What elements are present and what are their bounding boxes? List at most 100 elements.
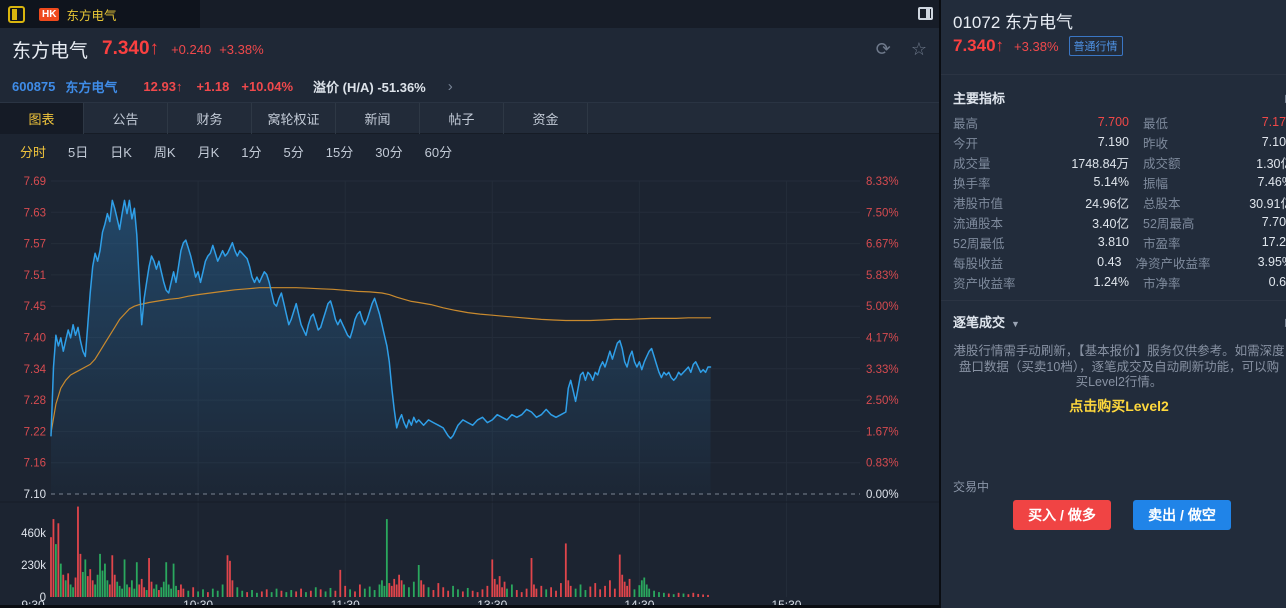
ticks-section-title[interactable]: 逐笔成交▼ [953,312,1020,331]
main-tab-4[interactable]: 窝轮权证 [252,103,336,134]
volume-bar [643,578,645,597]
period-tab-9[interactable]: 30分 [375,142,402,161]
period-tab-3[interactable]: 日K [110,142,132,161]
ticks-title-label: 逐笔成交 [953,315,1005,330]
volume-bar [614,589,616,597]
period-tab-4[interactable]: 周K [154,142,176,161]
volume-bar [178,590,180,597]
volume-bar [217,591,219,597]
premium-ha-label: 溢价 (H/A) -51.36% [313,77,426,96]
panel-stock-title: 01072 东方电气 [953,8,1073,33]
volume-bar [442,587,444,597]
indicator-row: 每股收益0.43净资产收益率3.95% [953,252,1286,272]
volume-bar [133,589,135,597]
volume-bar [153,589,155,597]
a-share-quote-row[interactable]: 600875 东方电气 12.93↑ +1.18 +10.04% 溢价 (H/A… [0,70,941,103]
main-tab-2[interactable]: 公告 [84,103,168,134]
main-tab-5[interactable]: 新闻 [336,103,420,134]
volume-bar [540,586,542,597]
indicator-label: 昨收 [1143,133,1203,152]
price-axis-label: 7.57 [24,239,46,251]
volume-bar [67,573,69,597]
buy-level2-link[interactable]: 点击购买Level2 [953,396,1285,416]
a-share-code[interactable]: 600875 [12,79,55,94]
volume-bar [491,559,493,597]
main-tab-3[interactable]: 财务 [168,103,252,134]
volume-bar [229,561,231,597]
main-tab-6[interactable]: 帖子 [420,103,504,134]
sell-short-button[interactable]: 卖出 / 做空 [1133,500,1231,530]
volume-bar [621,575,623,597]
period-tab-5[interactable]: 月K [198,142,220,161]
stock-tab[interactable]: HK 东方电气 [0,0,200,28]
intraday-chart[interactable]: 7.698.33%7.637.50%7.576.67%7.515.83%7.45… [0,168,941,608]
volume-bar [653,591,655,597]
volume-bar [251,590,253,597]
volume-bar [482,589,484,597]
buy-long-button[interactable]: 买入 / 做多 [1013,500,1111,530]
hk-market-badge: HK [39,8,59,21]
volume-bar [462,591,464,597]
price-axis-label: 7.34 [24,364,47,376]
volume-bar [111,555,113,597]
volume-bar [99,554,101,597]
volume-bar [158,590,160,597]
indicators-grid: 最高7.700最低7.170今开7.190昨收7.100成交量1748.84万成… [953,112,1286,292]
indicator-row: 今开7.190昨收7.100 [953,132,1286,152]
volume-bar [102,571,104,597]
volume-bar [222,584,224,597]
indicator-label: 总股本 [1143,193,1203,212]
volume-bar [136,562,138,597]
period-tab-2[interactable]: 5日 [68,142,88,161]
volume-bar [89,569,91,597]
volume-bar [629,579,631,597]
volume-bar [521,592,523,597]
volume-bar [550,587,552,597]
favorite-star-icon[interactable]: ☆ [911,39,927,60]
stock-price: 7.340↑ [102,38,159,60]
indicator-label: 流通股本 [953,213,1039,232]
volume-bar [496,584,498,597]
a-share-name[interactable]: 东方电气 [65,77,117,96]
volume-bar [420,580,422,597]
volume-bar [168,584,170,597]
volume-bar [648,589,650,597]
volume-bar [192,587,194,597]
level2-notice-text: 港股行情需手动刷新，【基本报价】服务仅供参考。如需深度盘口数据（买卖10档），逐… [953,344,1285,391]
volume-bar [330,588,332,597]
volume-bar [447,591,449,597]
chevron-right-icon[interactable]: › [448,78,453,95]
main-tab-7[interactable]: 资金 [504,103,588,134]
refresh-icon[interactable]: ⟳ [876,39,891,60]
volume-bar [472,591,474,597]
indicator-value: 7.700 [1039,115,1129,129]
volume-bar [354,591,356,597]
sidebar-toggle-icon[interactable] [8,6,25,23]
volume-bar [413,582,415,597]
volume-bar [182,589,184,597]
price-axis-label: 7.63 [24,207,46,219]
period-tab-10[interactable]: 60分 [425,142,452,161]
volume-bar [207,592,209,597]
volume-bar [175,586,177,597]
price-axis-label: 7.22 [24,426,46,438]
period-tab-7[interactable]: 5分 [284,142,304,161]
volume-bar [126,584,128,597]
volume-axis-label: 230k [21,560,46,572]
volume-bar [403,584,405,597]
volume-bar [138,584,140,597]
period-tab-6[interactable]: 1分 [241,142,261,161]
volume-bar [87,576,89,597]
volume-bar [536,589,538,597]
volume-bar [396,584,398,597]
indicator-value: 1.24% [1039,275,1129,289]
pct-axis-label: 3.33% [866,364,899,376]
volume-bar [673,594,675,597]
indicator-label: 振幅 [1143,173,1203,192]
period-tab-1[interactable]: 分时 [20,142,46,161]
toggle-right-panel-icon[interactable] [918,7,933,20]
main-tab-1[interactable]: 图表 [0,103,84,134]
period-tab-8[interactable]: 15分 [326,142,353,161]
volume-bar [163,582,165,597]
volume-bar [295,591,297,597]
